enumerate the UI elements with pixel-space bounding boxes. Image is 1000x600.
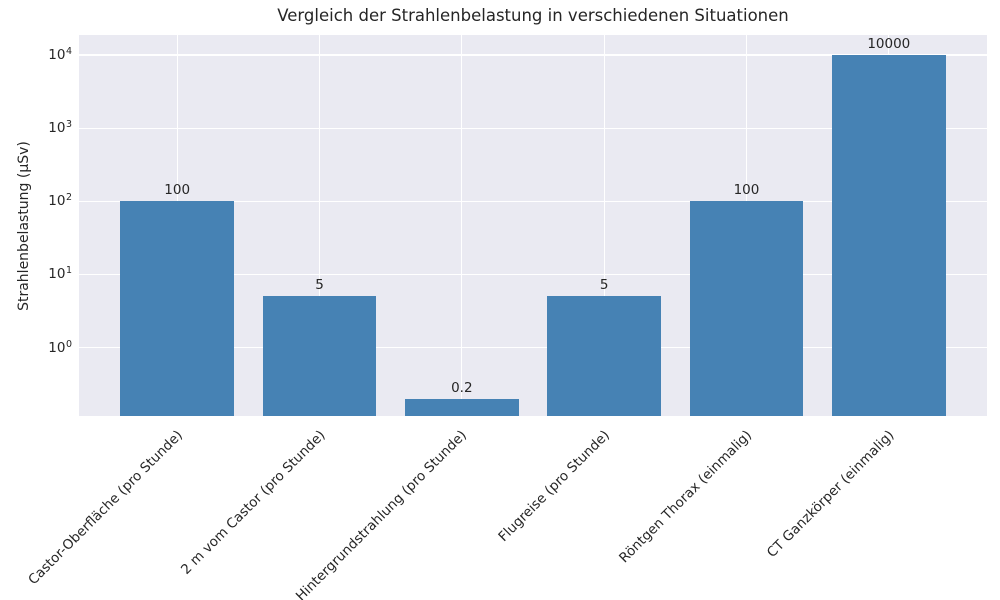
bar: [689, 201, 804, 416]
x-tick-label: CT Ganzkörper (einmalig): [763, 427, 898, 561]
x-gridline: [461, 35, 463, 416]
y-tick-base: 10: [48, 266, 66, 283]
bar-value-label: 100: [164, 182, 191, 199]
y-tick-base: 10: [48, 47, 66, 64]
y-tick-label: 102: [0, 191, 72, 211]
bar: [404, 398, 519, 416]
y-axis-label: Strahlenbelastung (µSv): [16, 141, 32, 311]
x-tick-label: 2 m vom Castor (pro Stunde): [177, 427, 329, 578]
y-tick-exponent: 2: [65, 192, 72, 204]
bar-value-label: 0.2: [451, 379, 473, 396]
y-tick-exponent: 1: [65, 265, 72, 277]
bar-value-label: 100: [733, 182, 760, 199]
bar: [831, 55, 946, 416]
y-gridline: [79, 54, 987, 56]
x-tick-label: Röntgen Thorax (einmalig): [616, 427, 756, 567]
bar: [120, 201, 235, 416]
chart-title: Vergleich der Strahlenbelastung in versc…: [277, 6, 789, 25]
y-gridline: [79, 127, 987, 129]
bar: [547, 296, 662, 416]
y-tick-base: 10: [48, 339, 66, 356]
x-gridline: [603, 35, 605, 416]
y-tick-exponent: 4: [65, 46, 72, 58]
plot-area: [79, 35, 987, 416]
bar-value-label: 5: [599, 277, 609, 294]
y-tick-label: 103: [0, 118, 72, 138]
bar: [262, 296, 377, 416]
y-gridline: [79, 200, 987, 202]
x-tick-label: Hintergrundstrahlung (pro Stunde): [293, 427, 471, 600]
bar-value-label: 10000: [867, 36, 911, 53]
y-gridline: [79, 273, 987, 276]
x-tick-label: Castor-Oberfläche (pro Stunde): [25, 427, 186, 589]
y-tick-exponent: 3: [65, 119, 72, 131]
bar-value-label: 5: [315, 277, 324, 294]
y-gridline: [79, 346, 987, 349]
y-tick-base: 10: [48, 120, 66, 137]
x-gridline: [318, 35, 321, 416]
x-tick-label: Flugreise (pro Stunde): [495, 427, 613, 545]
y-tick-label: 104: [0, 45, 72, 65]
y-tick-base: 10: [48, 193, 66, 210]
y-tick-exponent: 0: [65, 338, 72, 350]
y-tick-label: 100: [0, 338, 72, 358]
y-tick-label: 101: [0, 264, 72, 284]
